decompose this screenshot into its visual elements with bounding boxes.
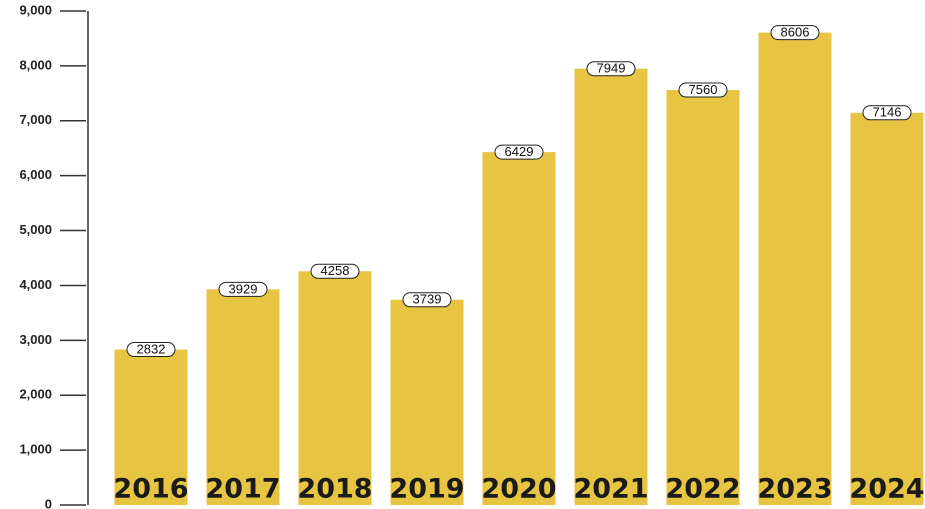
value-label-box bbox=[678, 82, 728, 98]
value-label: 7949 bbox=[597, 61, 626, 76]
y-tick-label: 2,000 bbox=[19, 387, 52, 402]
x-tick-label: 2022 bbox=[665, 474, 740, 505]
bar bbox=[666, 90, 740, 505]
y-tick-label: 3,000 bbox=[19, 332, 52, 347]
value-label: 3929 bbox=[229, 281, 258, 296]
value-label-box bbox=[494, 144, 544, 160]
y-tick-label: 4,000 bbox=[19, 277, 52, 292]
x-tick-label: 2019 bbox=[389, 474, 464, 505]
x-tick-label: 2023 bbox=[757, 474, 832, 505]
value-label: 3739 bbox=[413, 292, 442, 307]
bar bbox=[390, 299, 464, 505]
x-tick-label: 2018 bbox=[297, 474, 372, 505]
y-tick-label: 1,000 bbox=[19, 442, 52, 457]
y-tick-label: 9,000 bbox=[19, 2, 52, 17]
y-tick-label: 5,000 bbox=[19, 222, 52, 237]
value-label-box bbox=[402, 292, 452, 308]
value-label: 4258 bbox=[321, 263, 350, 278]
value-label: 2832 bbox=[137, 341, 166, 356]
value-label-box bbox=[310, 263, 360, 279]
value-label-box bbox=[770, 25, 820, 41]
value-label: 7560 bbox=[689, 82, 718, 97]
value-label-box bbox=[218, 281, 268, 297]
y-tick-label: 0 bbox=[45, 496, 52, 509]
value-label: 8606 bbox=[781, 25, 810, 40]
bar bbox=[114, 349, 188, 505]
bar bbox=[298, 271, 372, 505]
value-label-box bbox=[126, 342, 176, 358]
x-tick-label: 2024 bbox=[849, 474, 924, 505]
value-label-box bbox=[862, 105, 912, 121]
y-tick-label: 6,000 bbox=[19, 167, 52, 182]
x-tick-label: 2021 bbox=[573, 474, 648, 505]
bar bbox=[482, 152, 556, 506]
bar bbox=[206, 289, 280, 505]
value-label: 7146 bbox=[873, 105, 902, 120]
value-label: 6429 bbox=[505, 144, 534, 159]
value-label-box bbox=[586, 61, 636, 77]
x-tick-label: 2016 bbox=[113, 474, 188, 505]
x-tick-label: 2020 bbox=[481, 474, 556, 505]
y-tick-label: 7,000 bbox=[19, 112, 52, 127]
y-tick-label: 8,000 bbox=[19, 57, 52, 72]
bar bbox=[850, 112, 924, 505]
x-tick-label: 2017 bbox=[205, 474, 280, 505]
bar bbox=[758, 32, 832, 505]
bar bbox=[574, 68, 648, 505]
